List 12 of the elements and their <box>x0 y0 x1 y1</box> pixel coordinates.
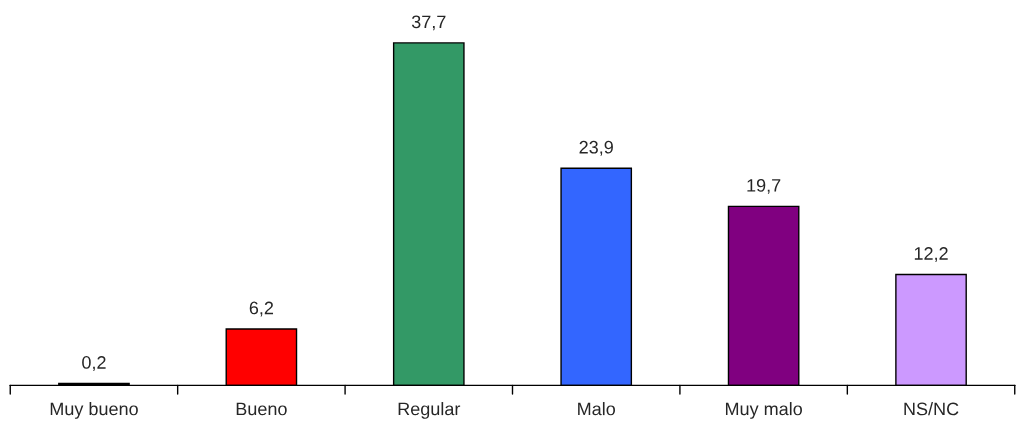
data-label: 23,9 <box>579 140 613 156</box>
data-label: 6,2 <box>249 301 274 317</box>
x-tick-label: Bueno <box>236 402 287 416</box>
data-label: 19,7 <box>747 178 781 194</box>
x-tick-label: Regular <box>398 402 461 419</box>
x-tick-label: Muy bueno <box>50 402 138 419</box>
data-label: 0,2 <box>82 356 106 372</box>
data-label: 12,2 <box>914 247 948 262</box>
x-tick-label: Malo <box>578 402 616 416</box>
data-label: 37,7 <box>411 15 446 31</box>
x-tick-label: Muy malo <box>725 402 802 419</box>
x-tick-label: NS/NC <box>904 402 959 416</box>
